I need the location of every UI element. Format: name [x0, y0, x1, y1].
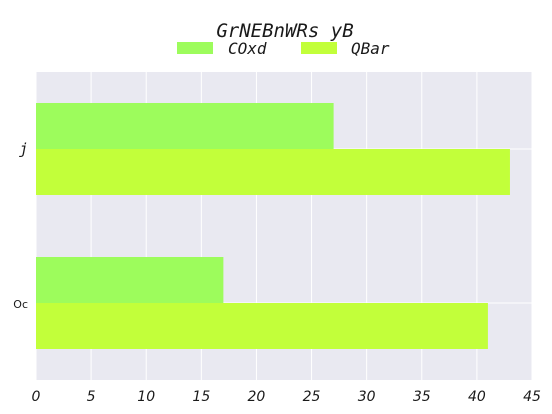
x-tick-label: 20 [248, 389, 266, 405]
x-tick-label: 40 [468, 389, 486, 405]
legend-label-coxd: COxd [228, 39, 267, 58]
legend-label-qbar: QBar [351, 39, 390, 58]
x-tick-label: 45 [523, 389, 541, 405]
bar-coxd-j [36, 103, 334, 149]
x-tick-label: 0 [32, 389, 41, 405]
x-axis-ticks: 0 5 10 15 20 25 30 35 40 45 [32, 389, 541, 405]
bar-coxd-oc [36, 257, 224, 303]
legend: COxd QBar [177, 39, 390, 58]
x-tick-label: 30 [358, 389, 376, 405]
x-tick-label: 10 [137, 389, 155, 405]
x-tick-label: 25 [303, 389, 321, 405]
bars [36, 103, 510, 349]
bar-qbar-oc [36, 303, 488, 349]
x-tick-label: 35 [413, 389, 431, 405]
x-tick-label: 5 [87, 389, 96, 405]
bar-qbar-j [36, 149, 510, 195]
legend-swatch-qbar [301, 42, 337, 54]
y-axis-ticks: j Oc [13, 140, 28, 311]
y-tick-label: j [19, 140, 28, 158]
x-tick-label: 15 [192, 389, 210, 405]
legend-swatch-coxd [177, 42, 213, 54]
y-tick-label: Oc [13, 298, 28, 311]
chart-title: GrNEBnWRs yB [216, 20, 353, 42]
